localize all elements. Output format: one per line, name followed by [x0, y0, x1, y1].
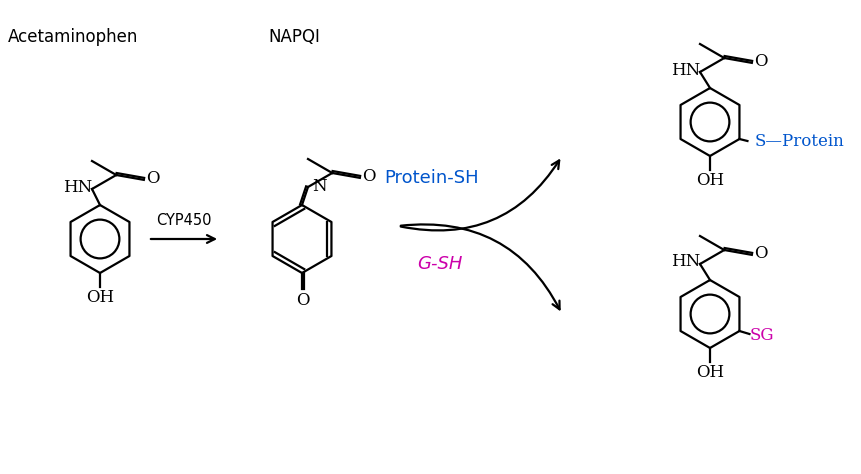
Text: O: O — [753, 246, 766, 263]
Text: O: O — [146, 170, 159, 187]
Text: NAPQI: NAPQI — [268, 28, 319, 46]
Text: O: O — [753, 54, 766, 70]
Text: HN: HN — [671, 254, 700, 271]
Text: Protein-SH: Protein-SH — [384, 169, 479, 187]
Text: SG: SG — [748, 327, 773, 344]
Text: HN: HN — [671, 62, 700, 79]
Text: HN: HN — [64, 179, 92, 195]
Text: O: O — [362, 168, 375, 185]
Text: N: N — [312, 177, 326, 194]
Text: OH: OH — [695, 172, 723, 189]
Text: O: O — [296, 292, 309, 309]
Text: S—Protein: S—Protein — [753, 133, 843, 149]
Text: OH: OH — [86, 289, 114, 306]
Text: G-SH: G-SH — [417, 255, 462, 273]
Text: CYP450: CYP450 — [156, 213, 212, 228]
Text: OH: OH — [695, 364, 723, 381]
Text: Acetaminophen: Acetaminophen — [8, 28, 139, 46]
